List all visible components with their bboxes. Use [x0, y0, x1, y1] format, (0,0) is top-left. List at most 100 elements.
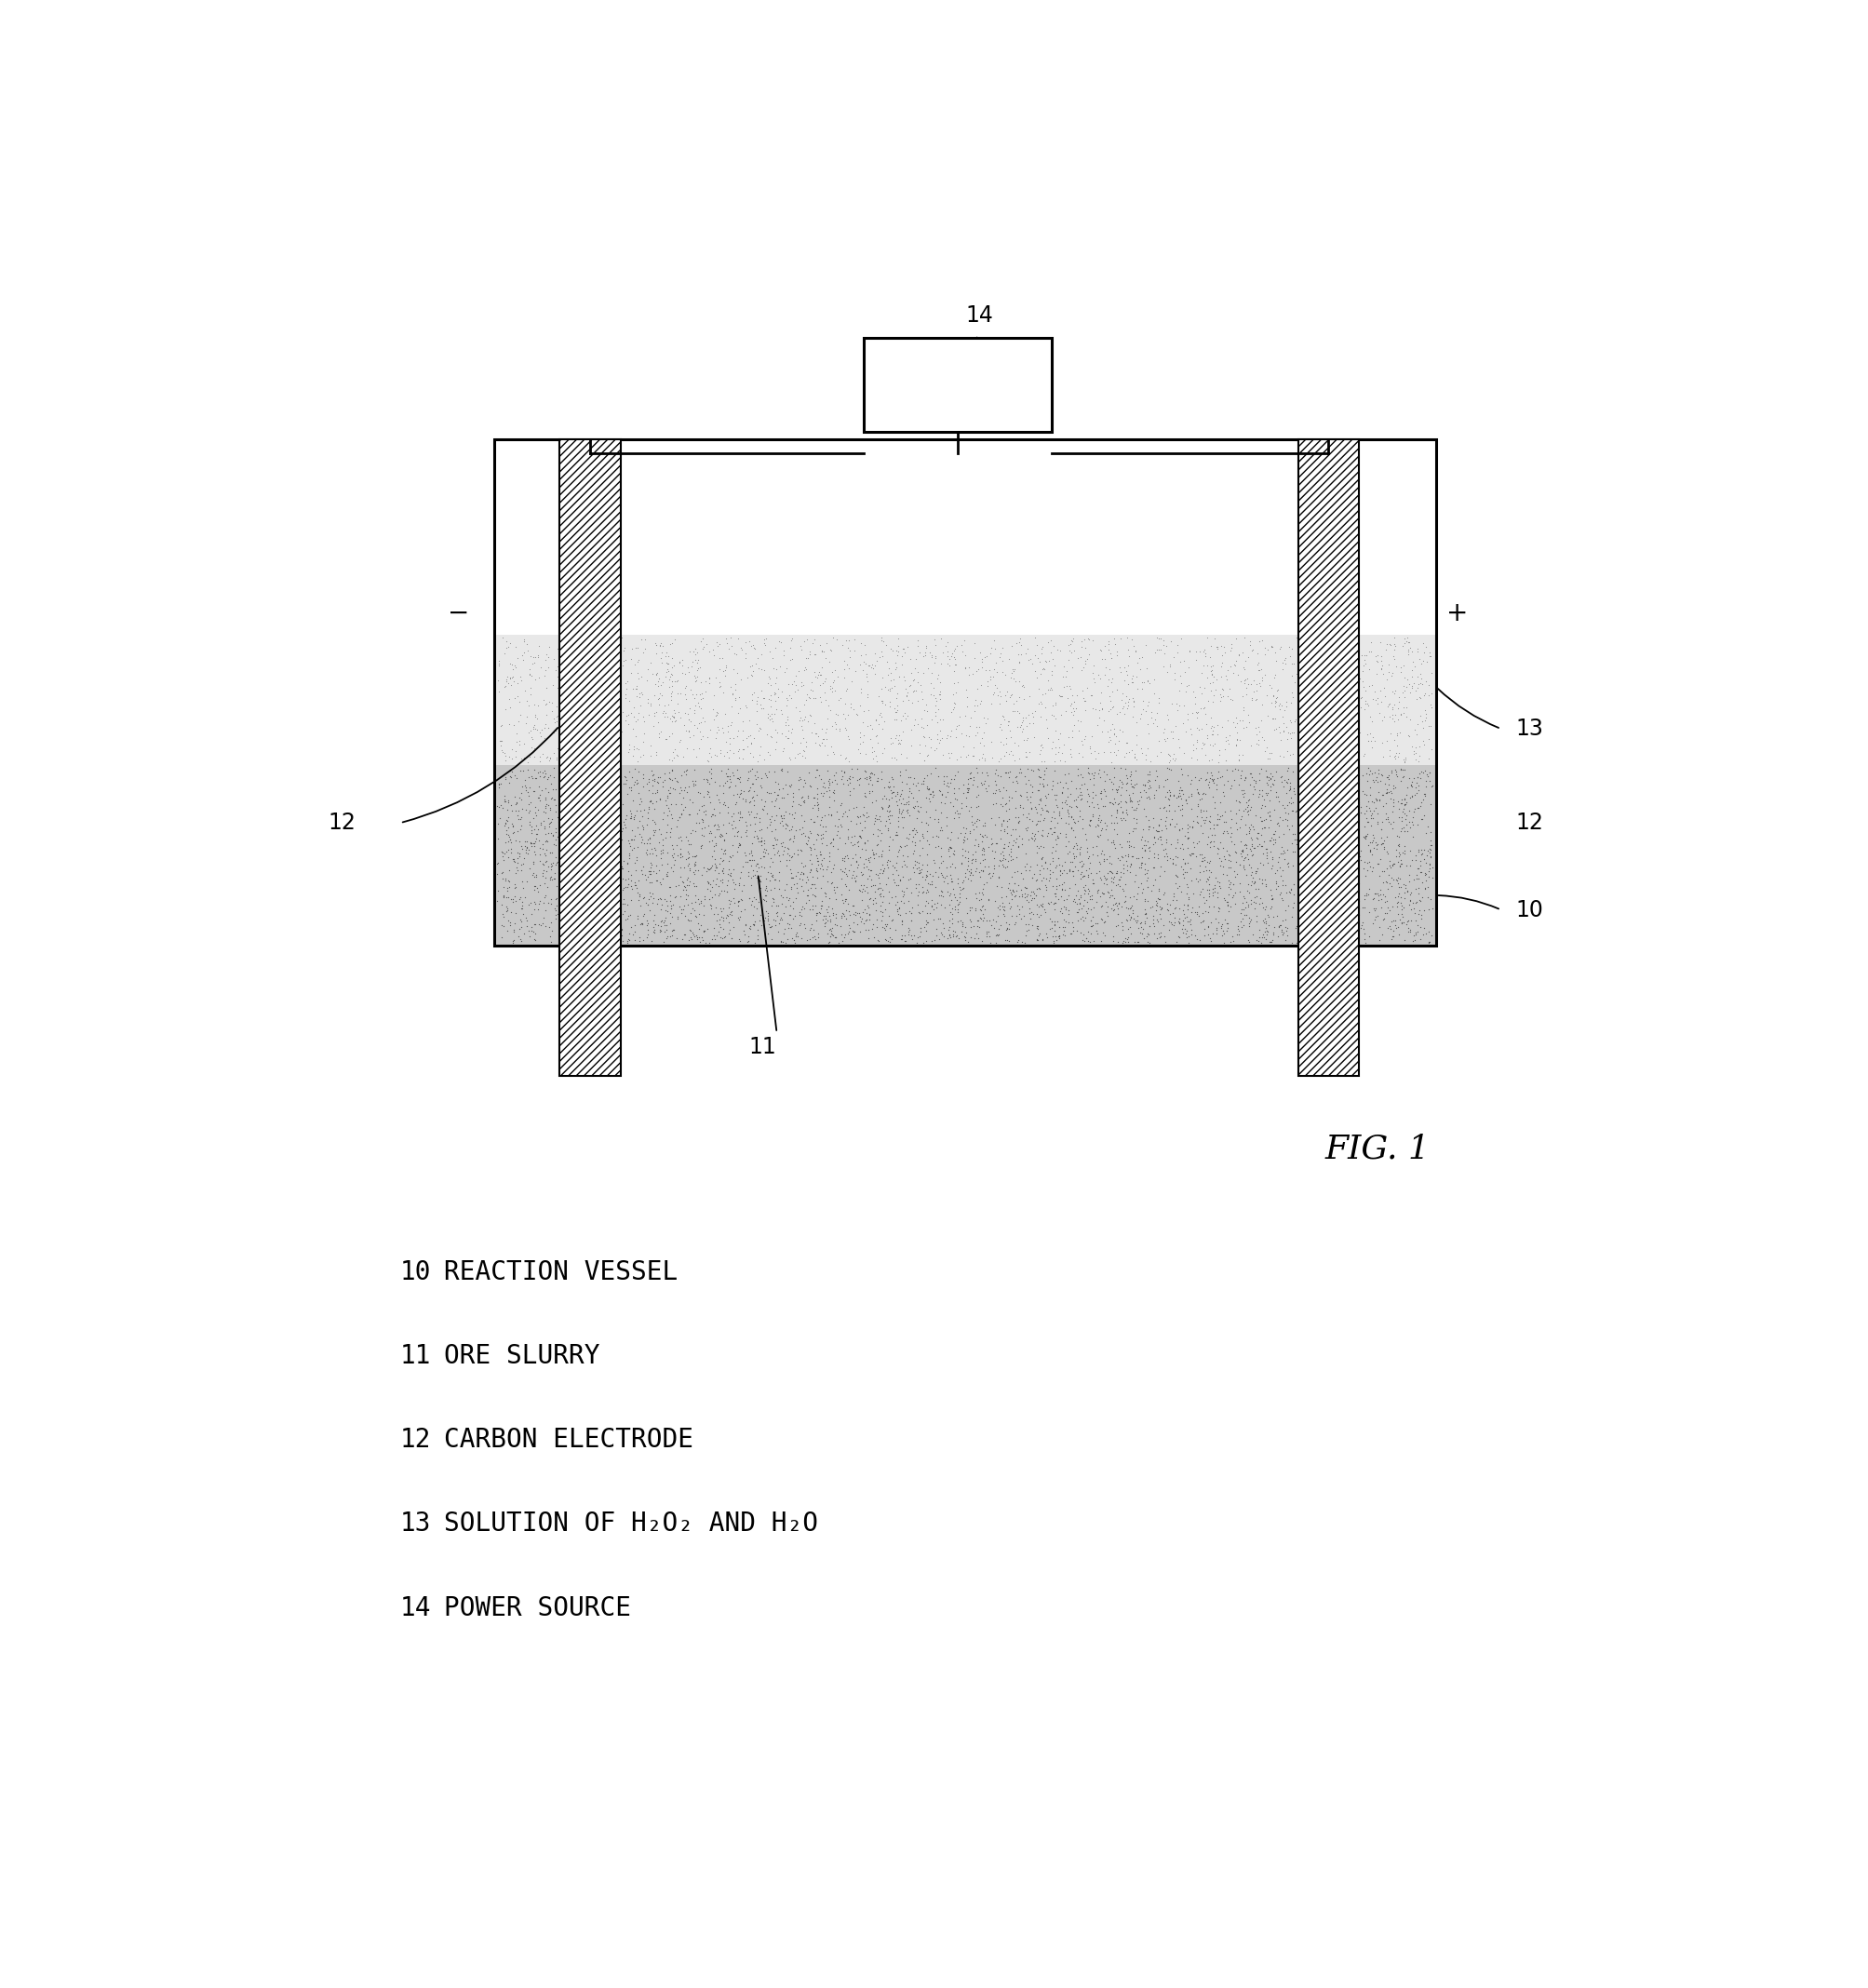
Point — [1061, 881, 1091, 912]
Point — [1235, 769, 1265, 801]
Point — [736, 660, 766, 692]
Point — [1022, 873, 1052, 905]
Point — [859, 875, 889, 907]
Point — [1175, 714, 1205, 746]
Point — [1281, 670, 1311, 702]
Point — [1386, 630, 1416, 662]
Point — [521, 702, 551, 734]
Point — [1153, 895, 1182, 926]
Point — [1337, 901, 1367, 932]
Point — [499, 914, 529, 946]
Point — [1390, 779, 1420, 811]
Point — [1054, 757, 1083, 789]
Point — [1160, 710, 1190, 742]
Point — [1048, 855, 1078, 887]
Point — [1035, 811, 1065, 843]
Point — [1085, 924, 1115, 956]
Point — [1097, 879, 1126, 911]
Point — [971, 773, 1001, 805]
Point — [1055, 628, 1085, 660]
Point — [736, 861, 766, 893]
Point — [1332, 773, 1362, 805]
Point — [1035, 624, 1065, 656]
Point — [1238, 867, 1268, 899]
Point — [885, 787, 915, 819]
Point — [927, 740, 956, 771]
Point — [639, 905, 669, 936]
Point — [489, 672, 519, 704]
Point — [809, 907, 839, 938]
Point — [811, 829, 841, 861]
Point — [1270, 777, 1300, 809]
Point — [1403, 746, 1433, 777]
Point — [700, 863, 730, 895]
Point — [1197, 718, 1227, 749]
Point — [964, 728, 994, 759]
Point — [661, 704, 691, 736]
Point — [1117, 815, 1147, 847]
Point — [757, 706, 786, 738]
Point — [499, 682, 529, 714]
Point — [908, 926, 938, 958]
Point — [912, 630, 941, 662]
Point — [1218, 879, 1248, 911]
Point — [684, 883, 714, 914]
Point — [714, 742, 743, 773]
Point — [1238, 867, 1268, 899]
Point — [1405, 730, 1435, 761]
Point — [1192, 863, 1222, 895]
Point — [783, 877, 813, 909]
Point — [704, 819, 734, 851]
Point — [1287, 728, 1317, 759]
Point — [549, 755, 579, 787]
Point — [863, 819, 893, 851]
Point — [818, 899, 848, 930]
Point — [1194, 813, 1224, 845]
Point — [1018, 753, 1048, 785]
Point — [622, 656, 652, 688]
Point — [951, 823, 981, 855]
Point — [523, 642, 553, 674]
Point — [1085, 761, 1115, 793]
Point — [656, 744, 686, 775]
Point — [1149, 920, 1179, 952]
Point — [955, 865, 984, 897]
Point — [504, 883, 534, 914]
Point — [665, 797, 695, 829]
Point — [1306, 855, 1336, 887]
Point — [573, 646, 603, 678]
Point — [1281, 801, 1311, 833]
Point — [757, 889, 786, 920]
Point — [697, 799, 727, 831]
Point — [1087, 791, 1117, 823]
Point — [807, 849, 837, 881]
Point — [1377, 700, 1407, 732]
Point — [686, 666, 715, 698]
Point — [1125, 916, 1154, 948]
Point — [1351, 789, 1380, 821]
Point — [940, 851, 969, 883]
Point — [1173, 907, 1203, 938]
Point — [534, 920, 564, 952]
Point — [884, 859, 913, 891]
Point — [693, 662, 723, 694]
Point — [850, 843, 880, 875]
Point — [912, 849, 941, 881]
Point — [1304, 648, 1334, 680]
Point — [1261, 646, 1291, 678]
Point — [1134, 773, 1164, 805]
Point — [659, 881, 689, 912]
Point — [736, 785, 766, 817]
Point — [579, 845, 609, 877]
Point — [484, 767, 514, 799]
Point — [504, 841, 534, 873]
Point — [665, 837, 695, 869]
Point — [564, 746, 594, 777]
Point — [1257, 767, 1287, 799]
Point — [1175, 903, 1205, 934]
Point — [891, 702, 921, 734]
Point — [672, 849, 702, 881]
Point — [1227, 777, 1257, 809]
Point — [1352, 805, 1382, 837]
Point — [1255, 891, 1285, 922]
